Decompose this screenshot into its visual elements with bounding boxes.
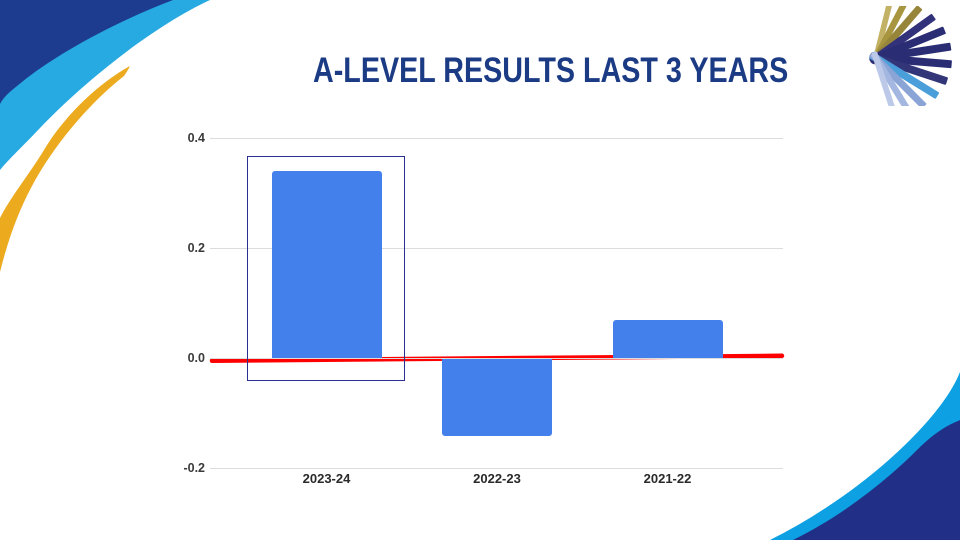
x-axis-tick-label: 2022-23 [473,471,521,486]
y-axis-tick-label: 0.4 [187,131,205,145]
gridline [210,248,783,249]
y-axis-tick-label: -0.2 [183,461,205,475]
logo-blade [869,52,948,85]
x-axis-tick-label: 2021-22 [643,471,692,486]
gridline [210,468,783,469]
logo-blade [871,6,893,65]
gridline [210,138,783,139]
school-fan-logo-icon [869,6,952,106]
bar-2023-24 [271,171,382,358]
page-title: A-LEVEL RESULTS LAST 3 YEARS [313,51,789,90]
highlight-box-2023-24 [246,156,405,381]
x-axis-tick-label: 2023-24 [302,471,351,486]
y-axis-tick-label: 0.2 [187,241,205,255]
gridline [210,358,783,359]
y-axis-tick-label: 0.0 [187,351,205,365]
logo-blade [869,52,940,99]
logo-blade [869,53,952,69]
logo-blade [871,51,897,106]
bar-2022-23 [442,359,552,436]
bar-2021-22 [612,319,723,358]
